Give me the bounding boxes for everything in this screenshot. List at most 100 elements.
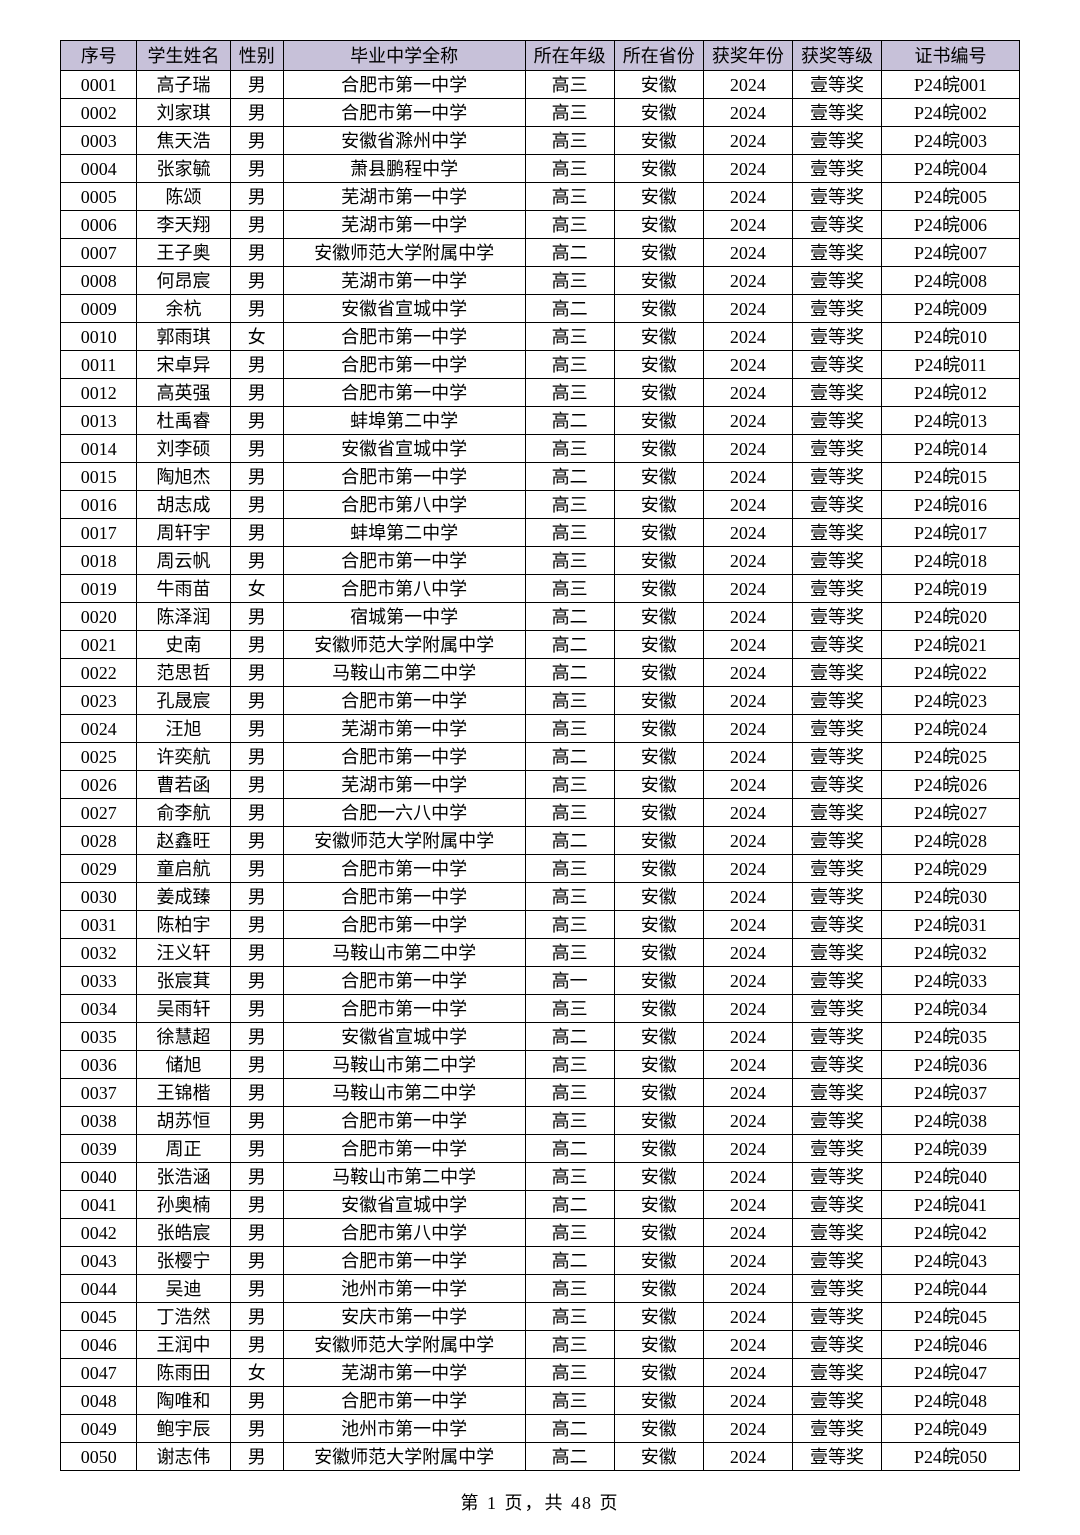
table-cell: P24皖042 [882, 1219, 1020, 1247]
table-cell: 安徽 [614, 1275, 703, 1303]
table-cell: 合肥市第一中学 [283, 743, 525, 771]
table-cell: 女 [230, 323, 283, 351]
table-cell: 壹等奖 [792, 799, 881, 827]
table-row: 0006李天翔男芜湖市第一中学高三安徽2024壹等奖P24皖006 [61, 211, 1020, 239]
col-header-year: 获奖年份 [703, 41, 792, 71]
table-cell: 池州市第一中学 [283, 1415, 525, 1443]
table-cell: 马鞍山市第二中学 [283, 1051, 525, 1079]
table-cell: 壹等奖 [792, 463, 881, 491]
table-cell: 王润中 [137, 1331, 230, 1359]
table-cell: 壹等奖 [792, 883, 881, 911]
table-cell: 童启航 [137, 855, 230, 883]
table-cell: 2024 [703, 1107, 792, 1135]
col-header-level: 获奖等级 [792, 41, 881, 71]
table-cell: P24皖005 [882, 183, 1020, 211]
table-cell: 陈柏宇 [137, 911, 230, 939]
table-row: 0015陶旭杰男合肥市第一中学高二安徽2024壹等奖P24皖015 [61, 463, 1020, 491]
table-cell: 壹等奖 [792, 603, 881, 631]
table-cell: 男 [230, 827, 283, 855]
col-header-name: 学生姓名 [137, 41, 230, 71]
table-cell: 许奕航 [137, 743, 230, 771]
table-cell: 2024 [703, 1415, 792, 1443]
table-cell: 安徽 [614, 1023, 703, 1051]
table-cell: 安徽 [614, 1387, 703, 1415]
table-cell: 高二 [525, 1135, 614, 1163]
table-row: 0044吴迪男池州市第一中学高三安徽2024壹等奖P24皖044 [61, 1275, 1020, 1303]
table-cell: 孙奥楠 [137, 1191, 230, 1219]
table-row: 0031陈柏宇男合肥市第一中学高三安徽2024壹等奖P24皖031 [61, 911, 1020, 939]
table-cell: 汪义轩 [137, 939, 230, 967]
table-cell: 高三 [525, 435, 614, 463]
table-cell: 2024 [703, 99, 792, 127]
table-cell: 高三 [525, 1079, 614, 1107]
table-cell: P24皖043 [882, 1247, 1020, 1275]
table-cell: 2024 [703, 463, 792, 491]
table-cell: 李天翔 [137, 211, 230, 239]
table-cell: 姜成臻 [137, 883, 230, 911]
table-cell: 安徽 [614, 743, 703, 771]
table-cell: 0047 [61, 1359, 137, 1387]
table-cell: P24皖013 [882, 407, 1020, 435]
table-cell: 储旭 [137, 1051, 230, 1079]
table-cell: 2024 [703, 911, 792, 939]
table-cell: 安徽 [614, 295, 703, 323]
table-cell: 壹等奖 [792, 1275, 881, 1303]
table-cell: 萧县鹏程中学 [283, 155, 525, 183]
table-cell: 壹等奖 [792, 575, 881, 603]
table-cell: 男 [230, 1219, 283, 1247]
table-cell: P24皖009 [882, 295, 1020, 323]
table-cell: 壹等奖 [792, 239, 881, 267]
table-cell: 0022 [61, 659, 137, 687]
table-cell: 0029 [61, 855, 137, 883]
table-cell: P24皖008 [882, 267, 1020, 295]
table-cell: 高三 [525, 99, 614, 127]
table-cell: 蚌埠第二中学 [283, 407, 525, 435]
table-cell: 谢志伟 [137, 1443, 230, 1471]
table-cell: P24皖023 [882, 687, 1020, 715]
table-cell: 2024 [703, 827, 792, 855]
table-cell: 高二 [525, 295, 614, 323]
table-cell: 壹等奖 [792, 295, 881, 323]
table-cell: 壹等奖 [792, 1051, 881, 1079]
table-cell: 0021 [61, 631, 137, 659]
table-cell: 男 [230, 1163, 283, 1191]
table-cell: 壹等奖 [792, 771, 881, 799]
table-cell: 安徽 [614, 127, 703, 155]
table-row: 0032汪义轩男马鞍山市第二中学高三安徽2024壹等奖P24皖032 [61, 939, 1020, 967]
table-cell: 安徽省宣城中学 [283, 435, 525, 463]
table-cell: 安徽师范大学附属中学 [283, 1443, 525, 1471]
table-cell: 0010 [61, 323, 137, 351]
table-cell: 安徽师范大学附属中学 [283, 1331, 525, 1359]
table-cell: 0007 [61, 239, 137, 267]
table-cell: 芜湖市第一中学 [283, 1359, 525, 1387]
table-cell: 0016 [61, 491, 137, 519]
table-row: 0040张浩涵男马鞍山市第二中学高三安徽2024壹等奖P24皖040 [61, 1163, 1020, 1191]
table-cell: 安徽 [614, 1247, 703, 1275]
table-cell: P24皖038 [882, 1107, 1020, 1135]
table-cell: 芜湖市第一中学 [283, 771, 525, 799]
table-cell: 马鞍山市第二中学 [283, 1079, 525, 1107]
table-cell: 胡苏恒 [137, 1107, 230, 1135]
table-cell: 0014 [61, 435, 137, 463]
table-cell: 2024 [703, 379, 792, 407]
table-cell: 壹等奖 [792, 1107, 881, 1135]
table-cell: 合肥市第八中学 [283, 1219, 525, 1247]
table-cell: 合肥市第一中学 [283, 379, 525, 407]
table-cell: 张浩涵 [137, 1163, 230, 1191]
table-cell: 男 [230, 687, 283, 715]
table-cell: 0031 [61, 911, 137, 939]
table-cell: 2024 [703, 743, 792, 771]
table-cell: P24皖016 [882, 491, 1020, 519]
table-cell: 2024 [703, 855, 792, 883]
table-cell: 壹等奖 [792, 939, 881, 967]
table-cell: 男 [230, 267, 283, 295]
table-cell: 0048 [61, 1387, 137, 1415]
table-cell: 2024 [703, 1275, 792, 1303]
table-cell: P24皖011 [882, 351, 1020, 379]
table-cell: 合肥市第一中学 [283, 1107, 525, 1135]
table-row: 0024汪旭男芜湖市第一中学高三安徽2024壹等奖P24皖024 [61, 715, 1020, 743]
table-cell: 壹等奖 [792, 631, 881, 659]
table-cell: 0026 [61, 771, 137, 799]
table-cell: 2024 [703, 1359, 792, 1387]
table-cell: 男 [230, 547, 283, 575]
